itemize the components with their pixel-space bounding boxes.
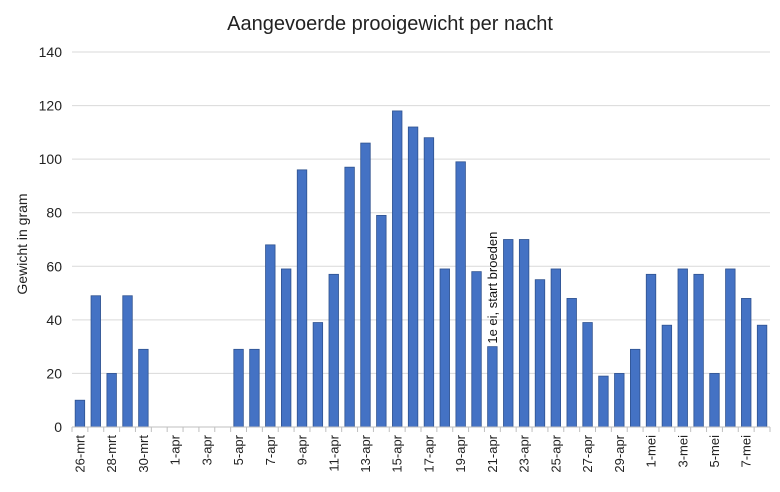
annotations: 1e ei, start broeden: [485, 232, 500, 344]
bar: [265, 244, 276, 428]
x-tick-label: 29-apr: [612, 434, 627, 472]
annotation-label: 1e ei, start broeden: [485, 232, 500, 344]
x-tick-label: 25-apr: [548, 434, 563, 472]
bar: [741, 298, 752, 428]
bar: [518, 239, 530, 428]
x-tick-label: 21-apr: [485, 434, 500, 472]
bar: [407, 126, 419, 428]
bar: [582, 322, 593, 428]
bars: [74, 110, 768, 428]
bar: [503, 239, 514, 428]
bar: [487, 346, 498, 428]
x-tick-label: 7-mei: [739, 435, 754, 468]
y-tick-label: 80: [46, 205, 62, 221]
bar: [471, 271, 482, 428]
x-tick-label: 26-mrt: [72, 435, 87, 473]
chart-title: Aangevoerde prooigewicht per nacht: [227, 13, 553, 35]
x-tick-label: 7-apr: [263, 434, 278, 465]
x-tick-label: 11-apr: [326, 434, 341, 471]
x-axis-ticks: 26-mrt 28-mrt 30-mrt 1-apr 3-apr 5-apr 7-apr 9-…: [72, 434, 753, 472]
x-tick-label: 15-apr: [390, 434, 405, 472]
bar: [360, 142, 371, 428]
y-axis-ticks: 0 20 40 60 80 100 120 140: [39, 44, 63, 435]
y-tick-label: 20: [46, 365, 62, 381]
y-axis-label: Gewicht in gram: [14, 193, 30, 294]
x-axis: [71, 426, 771, 432]
x-tick-label: 1-mei: [644, 435, 659, 468]
bar: [376, 214, 387, 428]
x-tick-label: 23-apr: [517, 434, 532, 472]
bar: [296, 169, 308, 428]
bar: [312, 322, 324, 428]
bar: [566, 298, 577, 428]
x-tick-label: 30-mrt: [136, 435, 151, 473]
x-tick-label: 5-apr: [231, 434, 246, 465]
bar: [709, 373, 720, 428]
y-tick-label: 40: [46, 312, 62, 328]
bar: [344, 166, 355, 428]
x-tick-label: 3-apr: [199, 434, 214, 465]
x-tick-label: 27-apr: [580, 434, 595, 472]
gridlines: [72, 51, 770, 374]
bar: [122, 295, 133, 428]
bar: [677, 268, 688, 428]
x-tick-label: 5-mei: [707, 435, 722, 468]
bar: [693, 273, 704, 428]
bar: [630, 348, 641, 428]
bar: [725, 268, 736, 428]
bar: [249, 348, 260, 428]
bar: [392, 110, 403, 428]
x-tick-label: 19-apr: [453, 434, 468, 472]
bar: [439, 268, 450, 428]
y-tick-label: 140: [39, 44, 63, 60]
bar: [645, 273, 657, 428]
bar: [280, 268, 292, 428]
x-tick-label: 1-apr: [168, 434, 183, 465]
bar: [138, 348, 149, 428]
bar: [455, 161, 466, 428]
bar: [598, 375, 609, 428]
bar: [233, 348, 244, 428]
bar: [423, 137, 435, 428]
x-tick-label: 28-mrt: [104, 435, 119, 473]
x-tick-label: 13-apr: [358, 434, 373, 472]
bar: [328, 273, 339, 428]
x-tick-label: 9-apr: [295, 434, 310, 465]
bar: [90, 295, 101, 428]
x-tick-label: 3-mei: [675, 435, 690, 468]
x-tick-label: 17-apr: [421, 434, 436, 472]
bar: [106, 373, 117, 428]
bar: [74, 399, 86, 428]
bar: [534, 279, 546, 428]
bar: [550, 268, 562, 428]
bar: [614, 373, 625, 428]
bar: [661, 324, 673, 428]
y-tick-label: 120: [39, 98, 63, 114]
y-tick-label: 60: [46, 258, 62, 274]
y-tick-label: 100: [39, 151, 63, 167]
y-tick-label: 0: [54, 419, 62, 435]
bar: [756, 324, 768, 428]
